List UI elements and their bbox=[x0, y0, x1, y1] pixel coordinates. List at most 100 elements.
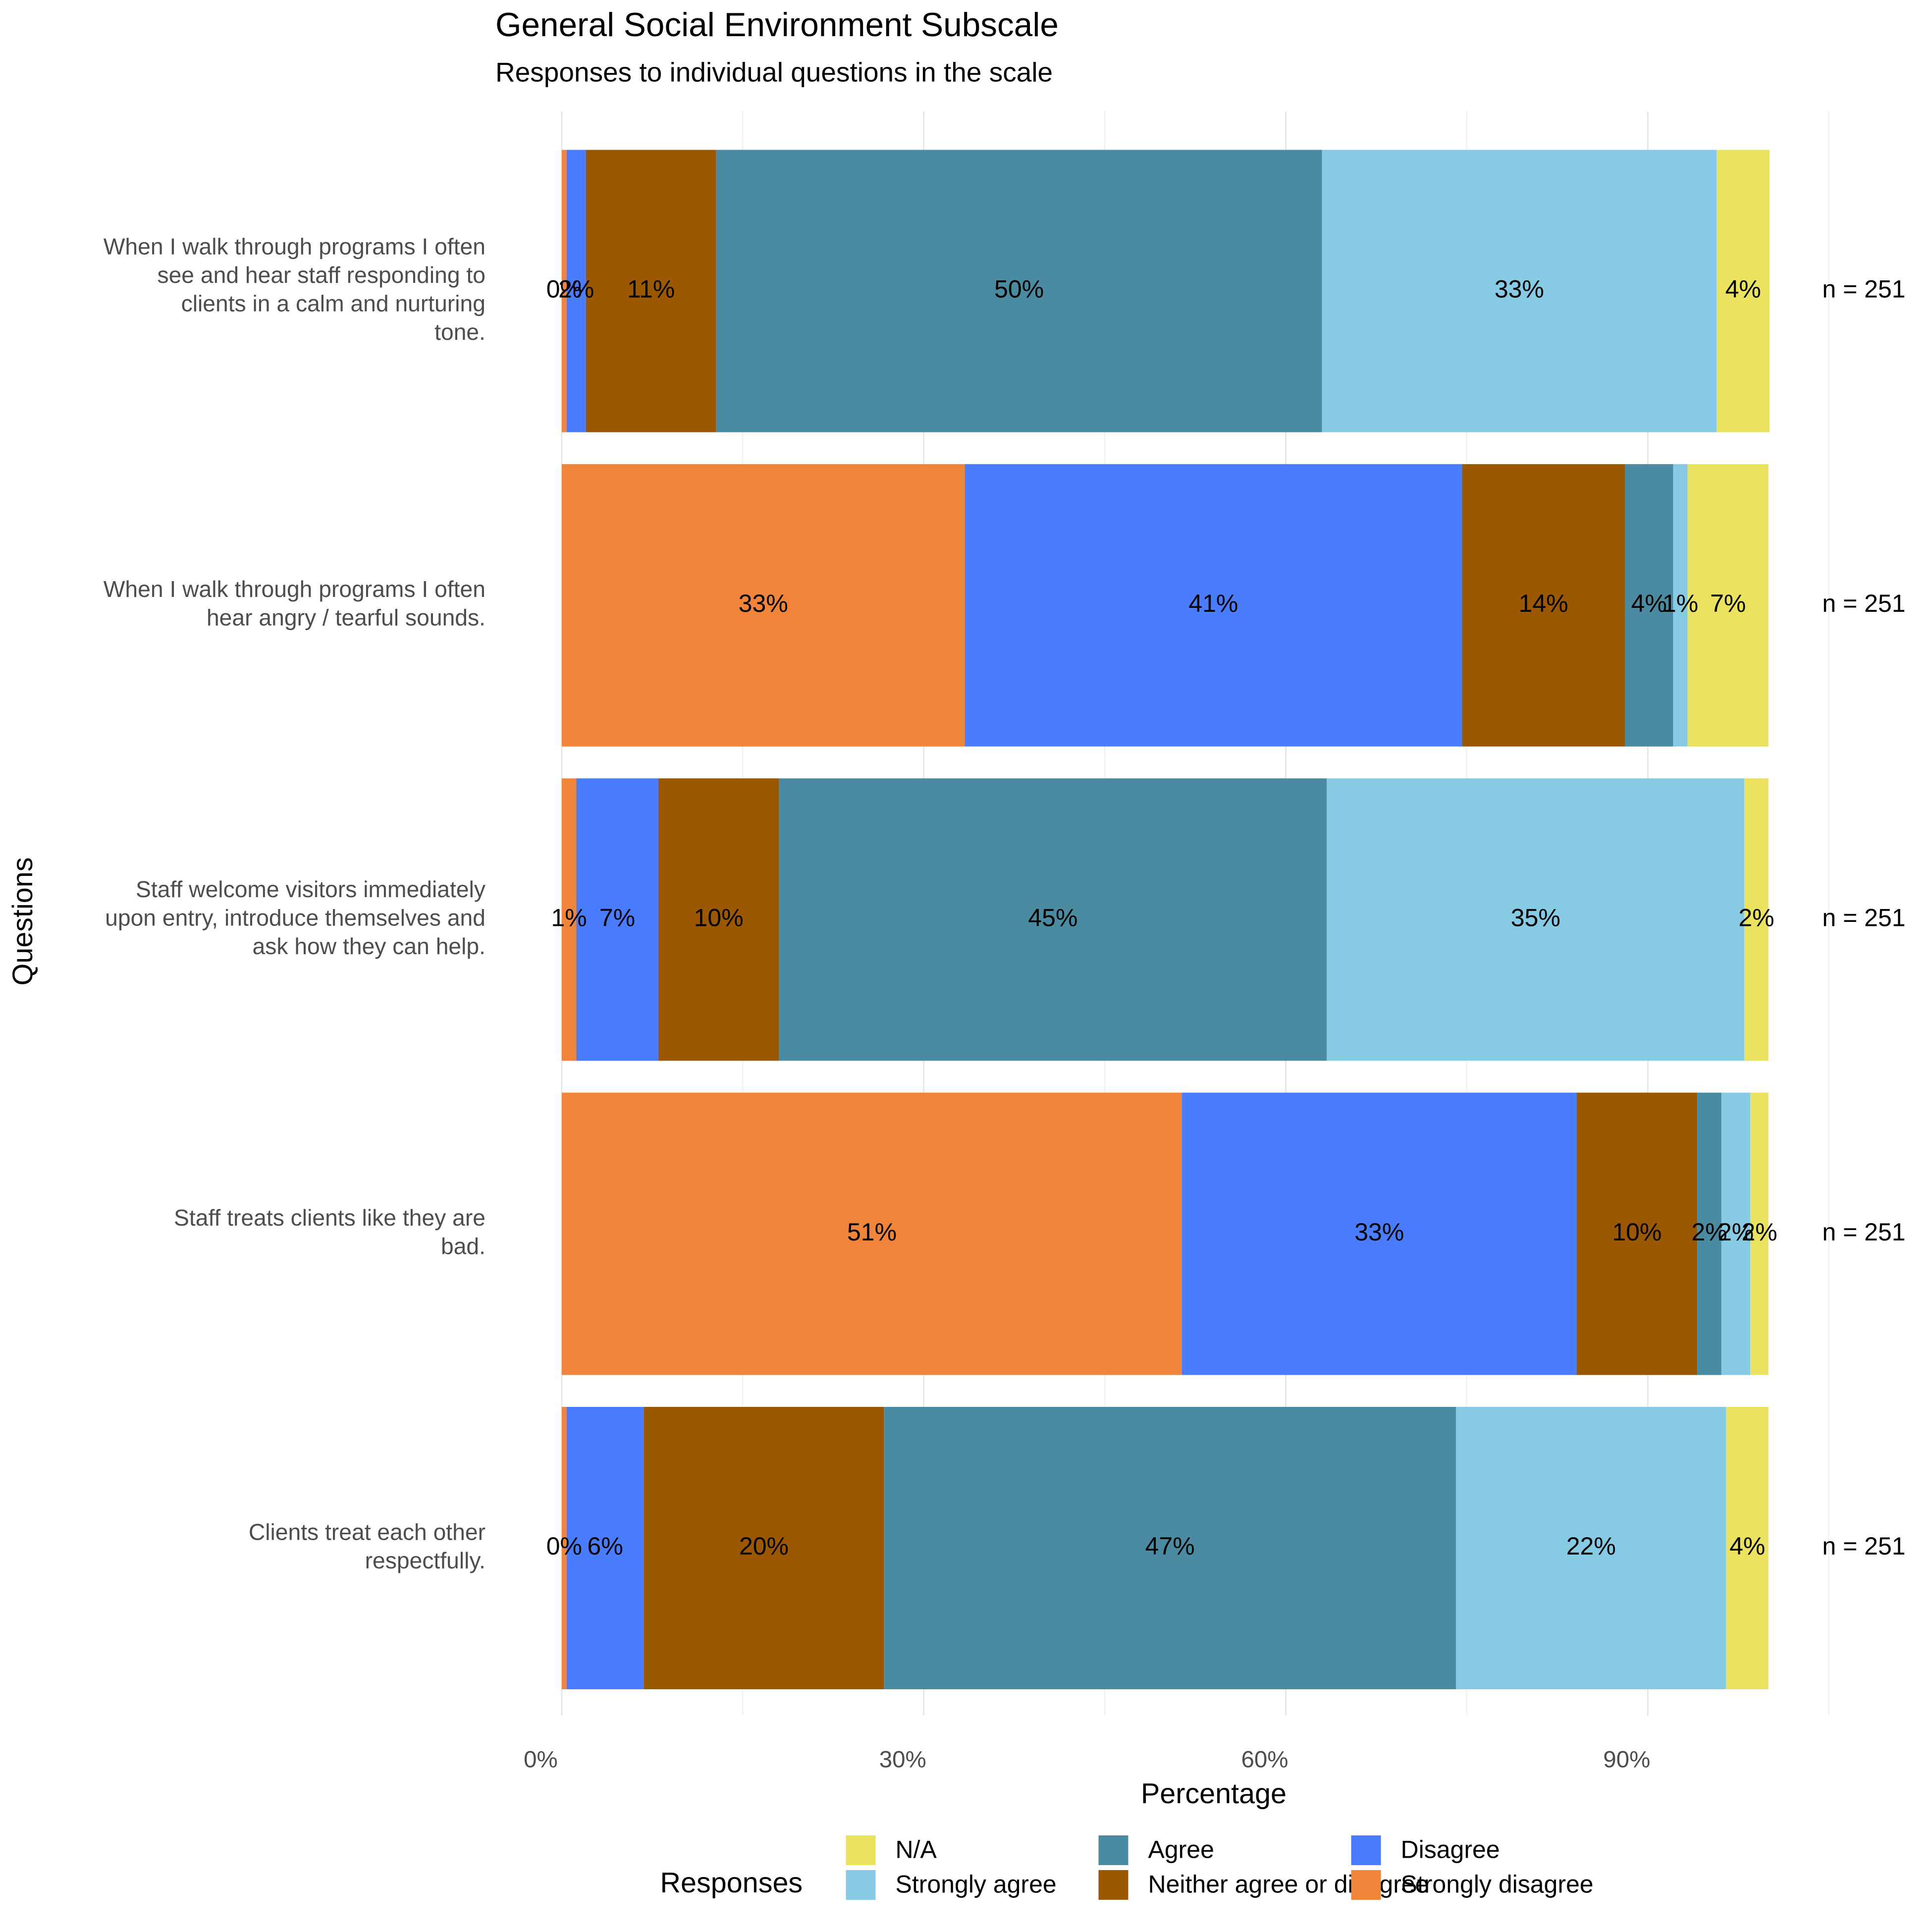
y-axis-title: Questions bbox=[7, 858, 39, 986]
bar-segment bbox=[1625, 464, 1673, 747]
legend-label: Agree bbox=[1148, 1836, 1214, 1864]
bar-segment bbox=[1673, 464, 1688, 747]
data-label: 47% bbox=[1145, 1532, 1195, 1560]
data-label: 35% bbox=[1511, 904, 1560, 931]
data-label: 33% bbox=[739, 590, 788, 617]
data-label: 51% bbox=[847, 1218, 897, 1246]
data-label: 33% bbox=[1354, 1218, 1404, 1246]
bar-segment bbox=[561, 778, 577, 1061]
data-label: 11% bbox=[627, 275, 675, 303]
data-label: 2% bbox=[1691, 1218, 1727, 1246]
chart-subtitle: Responses to individual questions in the… bbox=[495, 57, 1053, 88]
annotation: n = 251 bbox=[1822, 1532, 1905, 1560]
annotation: n = 251 bbox=[1822, 1218, 1905, 1246]
data-label: 50% bbox=[994, 275, 1044, 303]
bar-segment bbox=[1717, 150, 1770, 432]
bar-segment bbox=[1750, 1092, 1769, 1375]
label-line: ask how they can help. bbox=[253, 933, 486, 959]
bar-segment bbox=[1462, 464, 1625, 747]
data-label: 14% bbox=[1519, 590, 1568, 617]
data-label: 41% bbox=[1188, 590, 1238, 617]
legend-label: Disagree bbox=[1401, 1836, 1500, 1864]
bar-segment bbox=[1322, 150, 1717, 432]
annotation: n = 251 bbox=[1822, 590, 1905, 617]
label-line: When I walk through programs I often bbox=[104, 576, 485, 602]
y-tick-label: Staff treats clients like they are bad. bbox=[174, 1205, 485, 1259]
bar-segment bbox=[561, 1407, 567, 1689]
data-label: 0% bbox=[546, 275, 582, 303]
label-line: respectfully. bbox=[365, 1548, 485, 1573]
data-label: 4% bbox=[1631, 590, 1667, 617]
bar-segment bbox=[1455, 1407, 1726, 1689]
legend-key bbox=[846, 1870, 876, 1900]
bar-segment bbox=[884, 1407, 1456, 1689]
bar-segment bbox=[1697, 1092, 1721, 1375]
bar-segment bbox=[1576, 1092, 1698, 1375]
data-label: 22% bbox=[1566, 1532, 1616, 1560]
y-tick-label: Clients treat each other respectfully. bbox=[249, 1519, 485, 1573]
legend-label: N/A bbox=[896, 1836, 937, 1864]
annotation: n = 251 bbox=[1822, 904, 1905, 931]
bar-segment bbox=[716, 150, 1322, 432]
legend-key bbox=[1098, 1835, 1128, 1865]
bar-segment bbox=[1721, 1092, 1751, 1375]
bar-segment bbox=[1726, 1407, 1769, 1689]
legend-key bbox=[1351, 1870, 1381, 1900]
bar-segment bbox=[566, 1407, 644, 1689]
data-label: 2% bbox=[558, 275, 594, 303]
data-label: 2% bbox=[1738, 904, 1774, 931]
bar-segment bbox=[779, 778, 1327, 1061]
legend-title: Responses bbox=[660, 1867, 803, 1899]
data-label: 10% bbox=[1612, 1218, 1662, 1246]
data-label: 20% bbox=[739, 1532, 789, 1560]
bar-segment bbox=[576, 778, 658, 1061]
label-line: tone. bbox=[434, 319, 485, 345]
x-tick-label: 60% bbox=[1241, 1747, 1288, 1773]
label-line: upon entry, introduce themselves and bbox=[105, 905, 485, 930]
data-label: 6% bbox=[588, 1532, 623, 1560]
data-label: 2% bbox=[1718, 1218, 1754, 1246]
x-axis-title: Percentage bbox=[1141, 1778, 1287, 1810]
data-label: 1% bbox=[551, 904, 587, 931]
data-label: 1% bbox=[1663, 590, 1698, 617]
bar-segment bbox=[561, 150, 567, 432]
label-line: bad. bbox=[441, 1234, 485, 1259]
data-label: 7% bbox=[599, 904, 635, 931]
label-line: Clients treat each other bbox=[249, 1519, 485, 1545]
legend-label: Strongly disagree bbox=[1401, 1871, 1594, 1898]
label-line: When I walk through programs I often bbox=[104, 233, 485, 259]
label-line: Staff welcome visitors immediately bbox=[136, 876, 486, 902]
legend-label: Neither agree or disagree bbox=[1148, 1871, 1429, 1898]
data-label: 33% bbox=[1495, 275, 1544, 303]
bar-segment bbox=[644, 1407, 884, 1689]
bar-segment bbox=[586, 150, 716, 432]
data-label: 7% bbox=[1710, 590, 1746, 617]
bar-segment bbox=[965, 464, 1462, 747]
x-tick-label: 90% bbox=[1603, 1747, 1650, 1773]
bar-segment bbox=[561, 1092, 1182, 1375]
legend-key bbox=[846, 1835, 876, 1865]
legend-key bbox=[1351, 1835, 1381, 1865]
data-label: 4% bbox=[1725, 275, 1761, 303]
bar-segment bbox=[1327, 778, 1745, 1061]
data-label: 4% bbox=[1729, 1532, 1765, 1560]
label-line: Staff treats clients like they are bbox=[174, 1205, 485, 1231]
y-tick-label: Staff welcome visitors immediately upon e… bbox=[105, 876, 486, 959]
bar-segment bbox=[561, 464, 965, 747]
x-tick-label: 30% bbox=[879, 1747, 926, 1773]
data-label: 10% bbox=[694, 904, 744, 931]
chart-title: General Social Environment Subscale bbox=[495, 6, 1059, 44]
y-tick-label: When I walk through programs I often see … bbox=[104, 233, 485, 344]
label-line: clients in a calm and nurturing bbox=[181, 290, 485, 316]
bar-segment bbox=[1744, 778, 1769, 1061]
bar-segment bbox=[1182, 1092, 1577, 1375]
bar-segment bbox=[1687, 464, 1769, 747]
data-label: 2% bbox=[1741, 1218, 1777, 1246]
bar-segment bbox=[566, 150, 586, 432]
data-label: 0% bbox=[546, 1532, 582, 1560]
data-label: 45% bbox=[1028, 904, 1077, 931]
label-line: hear angry / tearful sounds. bbox=[207, 605, 485, 631]
annotation: n = 251 bbox=[1822, 275, 1905, 303]
